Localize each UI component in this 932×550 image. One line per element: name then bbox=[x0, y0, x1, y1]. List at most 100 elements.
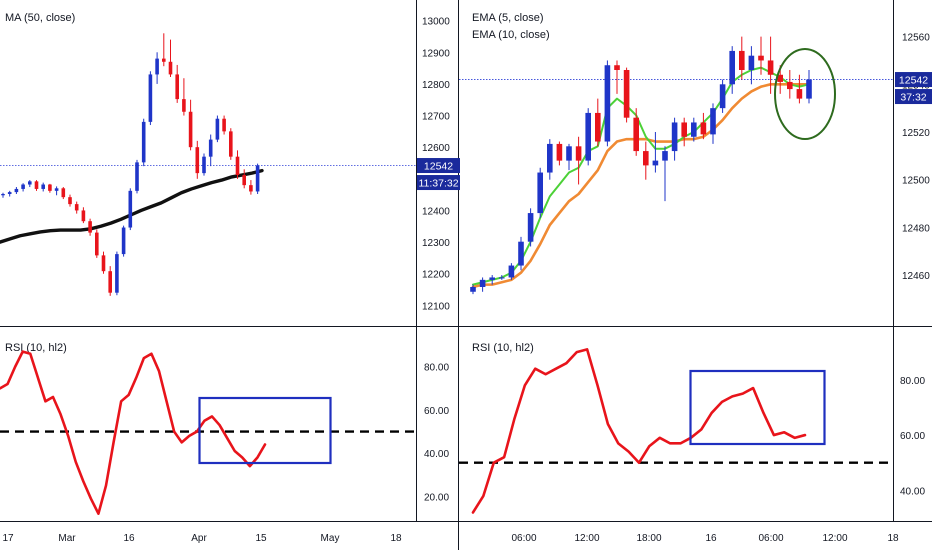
candle-body bbox=[643, 151, 649, 166]
candle-body bbox=[14, 188, 19, 193]
candle-body bbox=[719, 84, 726, 109]
candle-body bbox=[208, 139, 213, 157]
countdown-tag-bg bbox=[895, 89, 932, 105]
left-rsi-pane[interactable]: 20.00 40.00 60.00 80.00 bbox=[0, 350, 449, 515]
candle-body bbox=[81, 210, 86, 222]
price-axis-tick-label: 80.00 bbox=[424, 363, 449, 374]
candle-body bbox=[48, 184, 52, 191]
candle-body bbox=[188, 111, 193, 148]
candle-body bbox=[95, 232, 99, 256]
candle-body bbox=[796, 89, 803, 99]
candle-body bbox=[758, 55, 764, 61]
time-axis-tick-label: 06:00 bbox=[511, 533, 536, 544]
candle-body bbox=[115, 254, 119, 293]
candle-body bbox=[141, 121, 146, 163]
candle-body bbox=[547, 143, 553, 173]
candle-body bbox=[101, 255, 106, 272]
candle-body bbox=[662, 151, 668, 161]
time-axis-tick-label: 15 bbox=[255, 533, 267, 544]
time-axis-tick-label: 16 bbox=[705, 533, 717, 544]
candle-body bbox=[585, 112, 591, 161]
right-price-pane-subtitle: EMA (10, close) bbox=[472, 29, 550, 41]
price-axis-tick-label: 60.00 bbox=[900, 431, 925, 442]
price-axis-tick-label: 12460 bbox=[902, 271, 930, 282]
left-rsi-pane-title: RSI (10, hl2) bbox=[5, 342, 67, 354]
time-axis-tick-label: 12:00 bbox=[822, 533, 847, 544]
price-axis-tick-label: 13000 bbox=[422, 17, 450, 28]
price-axis-tick-label: 12480 bbox=[902, 223, 930, 234]
candle-body bbox=[128, 190, 133, 228]
time-axis-tick-label: May bbox=[321, 533, 340, 544]
right-rsi-pane-title: RSI (10, hl2) bbox=[472, 342, 534, 354]
candle-body bbox=[182, 99, 186, 112]
candle-body bbox=[787, 81, 793, 90]
candle-body bbox=[88, 221, 92, 233]
candle-body bbox=[242, 175, 246, 186]
price-axis-tick-label: 80.00 bbox=[900, 376, 925, 387]
right-rsi-pane[interactable]: 40.00 60.00 80.00 bbox=[459, 348, 925, 514]
left-price-pane[interactable]: 1210012200123001240012500126001270012800… bbox=[0, 17, 460, 313]
candle-body bbox=[729, 50, 735, 85]
time-axis-tick-label: 18:00 bbox=[636, 533, 661, 544]
countdown-tag: 11:37:32 bbox=[418, 178, 458, 190]
time-axis-tick-label: 12:00 bbox=[574, 533, 599, 544]
time-axis-tick-label: Apr bbox=[191, 533, 207, 544]
candle-body bbox=[575, 146, 582, 161]
candle-body bbox=[681, 122, 687, 137]
last-price-tag: 12542 bbox=[424, 161, 453, 173]
candle-body bbox=[537, 172, 543, 214]
price-axis-tick-label: 12600 bbox=[422, 143, 450, 154]
price-axis-tick-label: 12900 bbox=[422, 48, 450, 59]
candle-body bbox=[61, 188, 66, 198]
candle-body bbox=[739, 50, 745, 70]
candle-body bbox=[68, 197, 72, 205]
candle-body bbox=[652, 160, 659, 166]
candle-body bbox=[249, 185, 253, 192]
right-price-pane[interactable]: 1246012480125001252012540125601254237:32 bbox=[459, 33, 932, 295]
highlight-box bbox=[198, 396, 332, 465]
countdown-tag: 37:32 bbox=[900, 92, 926, 104]
candle-body bbox=[162, 58, 166, 62]
highlight-circle bbox=[774, 48, 836, 140]
candle-body bbox=[489, 277, 495, 280]
left-time-axis[interactable]: 17 Mar 16 Apr 15 May 18 bbox=[2, 533, 402, 544]
last-price-tag-bg bbox=[417, 158, 460, 174]
time-axis-tick-label: 17 bbox=[2, 533, 14, 544]
rsi-line bbox=[471, 348, 807, 514]
candle-body bbox=[700, 122, 707, 135]
candle-body bbox=[508, 265, 515, 278]
price-axis-tick-label: 40.00 bbox=[424, 449, 449, 460]
price-axis-tick-label: 12300 bbox=[422, 238, 450, 249]
candle-body bbox=[1, 194, 5, 196]
candle-body bbox=[623, 70, 630, 118]
candle-body bbox=[255, 165, 260, 192]
price-axis-tick-label: 12100 bbox=[422, 301, 450, 312]
price-axis-tick-label: 12800 bbox=[422, 80, 450, 91]
candle-body bbox=[235, 156, 240, 176]
candle-body bbox=[470, 287, 476, 292]
candle-body bbox=[604, 65, 611, 142]
candle-body bbox=[777, 74, 783, 82]
candle-body bbox=[195, 147, 200, 174]
ema-10-line bbox=[471, 83, 811, 289]
price-axis-tick-label: 12400 bbox=[422, 206, 450, 217]
candle-body bbox=[222, 118, 226, 132]
candle-body bbox=[108, 271, 112, 293]
candle-body bbox=[168, 61, 173, 75]
candle-body bbox=[148, 74, 153, 122]
candle-body bbox=[34, 181, 39, 189]
candle-body bbox=[767, 60, 774, 75]
right-time-axis[interactable]: 06:00 12:00 18:00 16 06:00 12:00 18 bbox=[511, 533, 899, 544]
candle-body bbox=[595, 112, 601, 142]
candle-body bbox=[28, 181, 32, 185]
last-price-tag: 12542 bbox=[899, 75, 928, 87]
rsi-line bbox=[0, 350, 267, 515]
price-axis-tick-label: 12520 bbox=[902, 128, 930, 139]
right-price-pane-title: EMA (5, close) bbox=[472, 12, 544, 24]
price-axis-tick-label: 12560 bbox=[902, 33, 930, 44]
price-axis-tick-label: 40.00 bbox=[900, 486, 925, 497]
time-axis-tick-label: 16 bbox=[123, 533, 135, 544]
